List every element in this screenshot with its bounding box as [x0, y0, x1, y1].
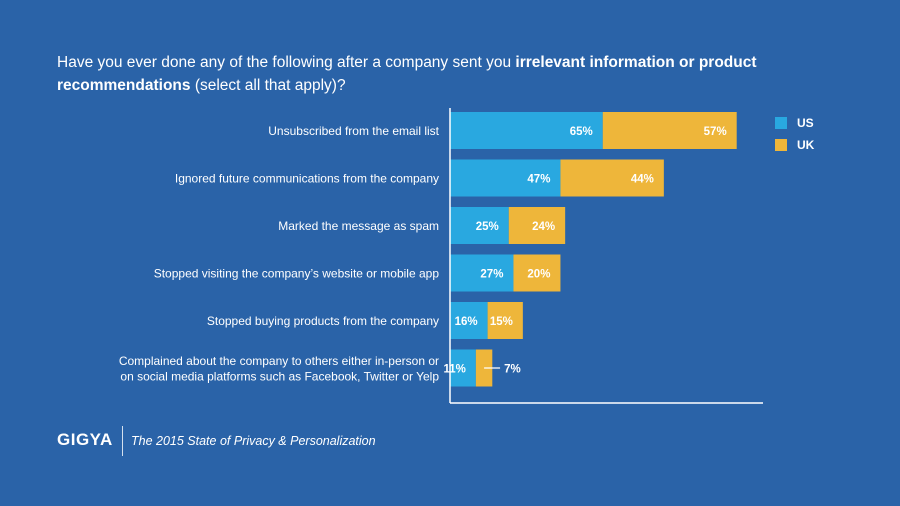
bar-uk — [487, 302, 523, 339]
bar-us — [450, 302, 488, 339]
legend-item-uk: UK — [775, 134, 814, 156]
bar-uk — [602, 112, 737, 149]
chart-title: Have you ever done any of the following … — [57, 51, 837, 97]
data-label-uk: 15% — [490, 316, 513, 328]
data-label-us: 11% — [443, 364, 465, 376]
category-label: Complained about the company to others e… — [119, 354, 439, 368]
legend-item-us: US — [775, 112, 814, 134]
category-label: Unsubscribed from the email list — [268, 124, 439, 138]
bar-us — [450, 254, 514, 292]
bar-us — [450, 349, 476, 387]
title-suffix-text: (select all that apply)? — [190, 77, 346, 94]
legend-label-us: US — [797, 116, 814, 130]
category-label: Stopped buying products from the company — [207, 314, 439, 328]
data-label-uk: 7% — [504, 364, 521, 376]
bar-uk — [508, 207, 566, 244]
data-label-us: 65% — [570, 126, 593, 138]
category-label: Ignored future communications from the c… — [175, 172, 439, 186]
data-label-uk: 44% — [631, 174, 654, 186]
bar-us — [450, 159, 561, 197]
data-label-us: 47% — [527, 174, 550, 186]
bar-us — [450, 112, 603, 149]
data-label-us: 27% — [480, 269, 503, 281]
category-label: Marked the message as spam — [278, 219, 439, 233]
category-label: Stopped visiting the company’s website o… — [154, 267, 440, 281]
title-bold-text: irrelevant information or product recomm… — [57, 54, 757, 94]
footer-divider — [122, 426, 123, 456]
legend-swatch-uk — [775, 139, 787, 151]
data-label-us: 16% — [455, 316, 478, 328]
legend-swatch-us — [775, 117, 787, 129]
bar-uk — [513, 254, 561, 292]
bar-us — [450, 207, 509, 244]
title-text: Have you ever done any of the following … — [57, 54, 516, 71]
data-label-uk: 57% — [704, 126, 727, 138]
footer-caption: The 2015 State of Privacy & Personalizat… — [131, 434, 376, 448]
category-label: on social media platforms such as Facebo… — [120, 369, 439, 383]
bar-uk — [560, 159, 664, 197]
legend-label-uk: UK — [797, 138, 815, 152]
gigya-logo: GIGYA — [57, 430, 113, 449]
legend: US UK — [775, 112, 814, 156]
data-label-uk: 24% — [532, 221, 555, 233]
data-label-uk: 20% — [527, 269, 550, 281]
data-label-us: 25% — [476, 221, 499, 233]
